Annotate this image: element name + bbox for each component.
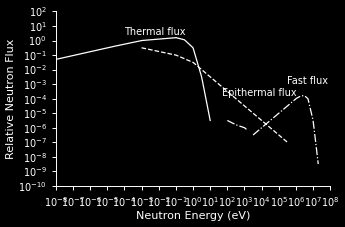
- Y-axis label: Relative Neutron Flux: Relative Neutron Flux: [6, 38, 16, 159]
- Text: Thermal flux: Thermal flux: [125, 27, 186, 37]
- Text: Epithermal flux: Epithermal flux: [222, 88, 297, 98]
- X-axis label: Neutron Energy (eV): Neutron Energy (eV): [136, 211, 250, 222]
- Text: Fast flux: Fast flux: [287, 76, 328, 86]
